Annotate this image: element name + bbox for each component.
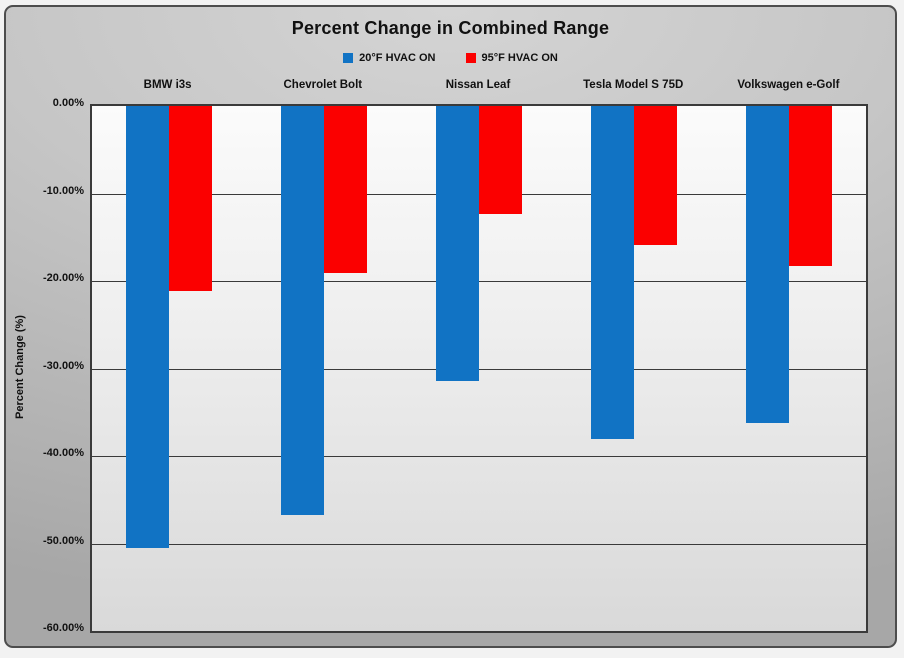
category-label: Chevrolet Bolt xyxy=(283,79,363,91)
y-tick-label: -10.00% xyxy=(43,184,84,197)
bar-20f-chevrolet-bolt xyxy=(281,106,325,515)
gridline--20.00% xyxy=(92,281,866,282)
category-label: Nissan Leaf xyxy=(445,79,511,91)
legend: 20°F HVAC ON 95°F HVAC ON xyxy=(6,52,895,64)
y-tick-label: -40.00% xyxy=(43,447,84,459)
legend-item-95f: 95°F HVAC ON xyxy=(465,52,558,64)
legend-swatch-blue-icon xyxy=(343,53,354,63)
bar-95f-chevrolet-bolt xyxy=(324,106,368,274)
chart-panel: Percent Change in Combined Range 20°F HV… xyxy=(4,5,897,648)
bar-group-nissan-leaf xyxy=(402,106,557,631)
category-labels-row: BMW i3s Chevrolet Bolt Nissan Leaf Tesla Mo… xyxy=(90,79,866,99)
legend-label-20f: 20°F HVAC ON xyxy=(359,52,436,64)
plot-area xyxy=(90,104,868,633)
category-label: Volkswagen e-Golf xyxy=(737,79,840,91)
bar-group-chevrolet-bolt xyxy=(247,106,402,631)
category-label: Tesla Model S 75D xyxy=(583,79,684,91)
y-tick-label: -60.00% xyxy=(43,622,84,634)
bar-group-volkswagen-e-golf xyxy=(711,106,866,631)
bar-95f-tesla-model-s-75d xyxy=(633,106,677,246)
y-axis-tick-labels: 0.00% -10.00% -20.00% -30.00% -40.00% -50.00%… xyxy=(6,7,84,646)
bar-group-tesla-model-s-75d xyxy=(556,106,711,631)
bar-95f-volkswagen-e-golf xyxy=(788,106,832,267)
category-label: BMW i3s xyxy=(143,79,192,91)
y-tick-label: -50.00% xyxy=(43,534,84,547)
bar-20f-tesla-model-s-75d xyxy=(590,106,634,439)
gridline--40.00% xyxy=(92,456,866,457)
chart-title: Percent Change in Combined Range xyxy=(291,18,610,38)
bar-group-bmw-i3s xyxy=(92,106,247,631)
legend-label-95f: 95°F HVAC ON xyxy=(481,52,558,64)
gridline--50.00% xyxy=(92,543,866,545)
gridline--30.00% xyxy=(92,368,866,370)
legend-swatch-red-icon xyxy=(465,53,476,63)
y-tick-label: -20.00% xyxy=(43,272,84,284)
legend-item-20f: 20°F HVAC ON xyxy=(343,52,436,64)
bar-95f-nissan-leaf xyxy=(478,106,522,214)
y-tick-label: -30.00% xyxy=(43,359,84,372)
bar-20f-nissan-leaf xyxy=(435,106,479,381)
bar-95f-bmw-i3s xyxy=(169,106,213,291)
bar-20f-bmw-i3s xyxy=(126,106,170,548)
y-tick-label: 0.00% xyxy=(52,97,84,109)
bar-20f-volkswagen-e-golf xyxy=(745,106,789,423)
